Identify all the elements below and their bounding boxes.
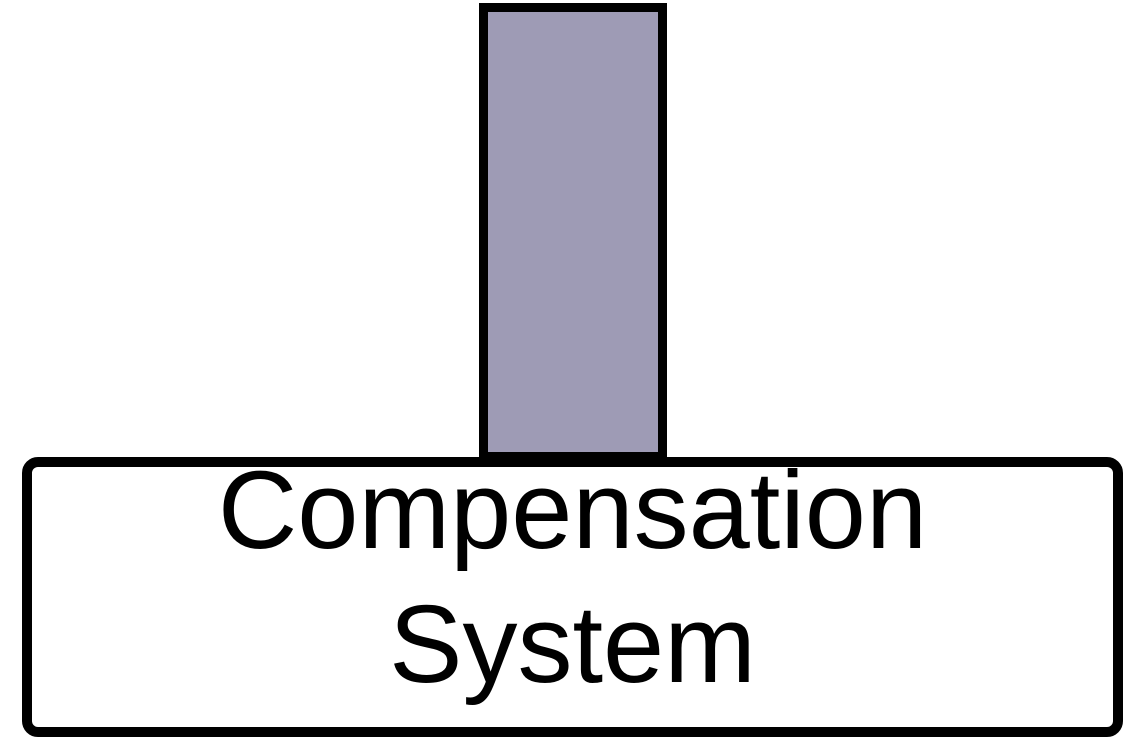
label-line-1: Compensation — [217, 449, 928, 572]
pillar-block — [479, 3, 667, 461]
compensation-system-box — [22, 457, 1123, 737]
compensation-system-label: Compensation System — [22, 444, 1123, 712]
label-line-2: System — [389, 583, 756, 706]
